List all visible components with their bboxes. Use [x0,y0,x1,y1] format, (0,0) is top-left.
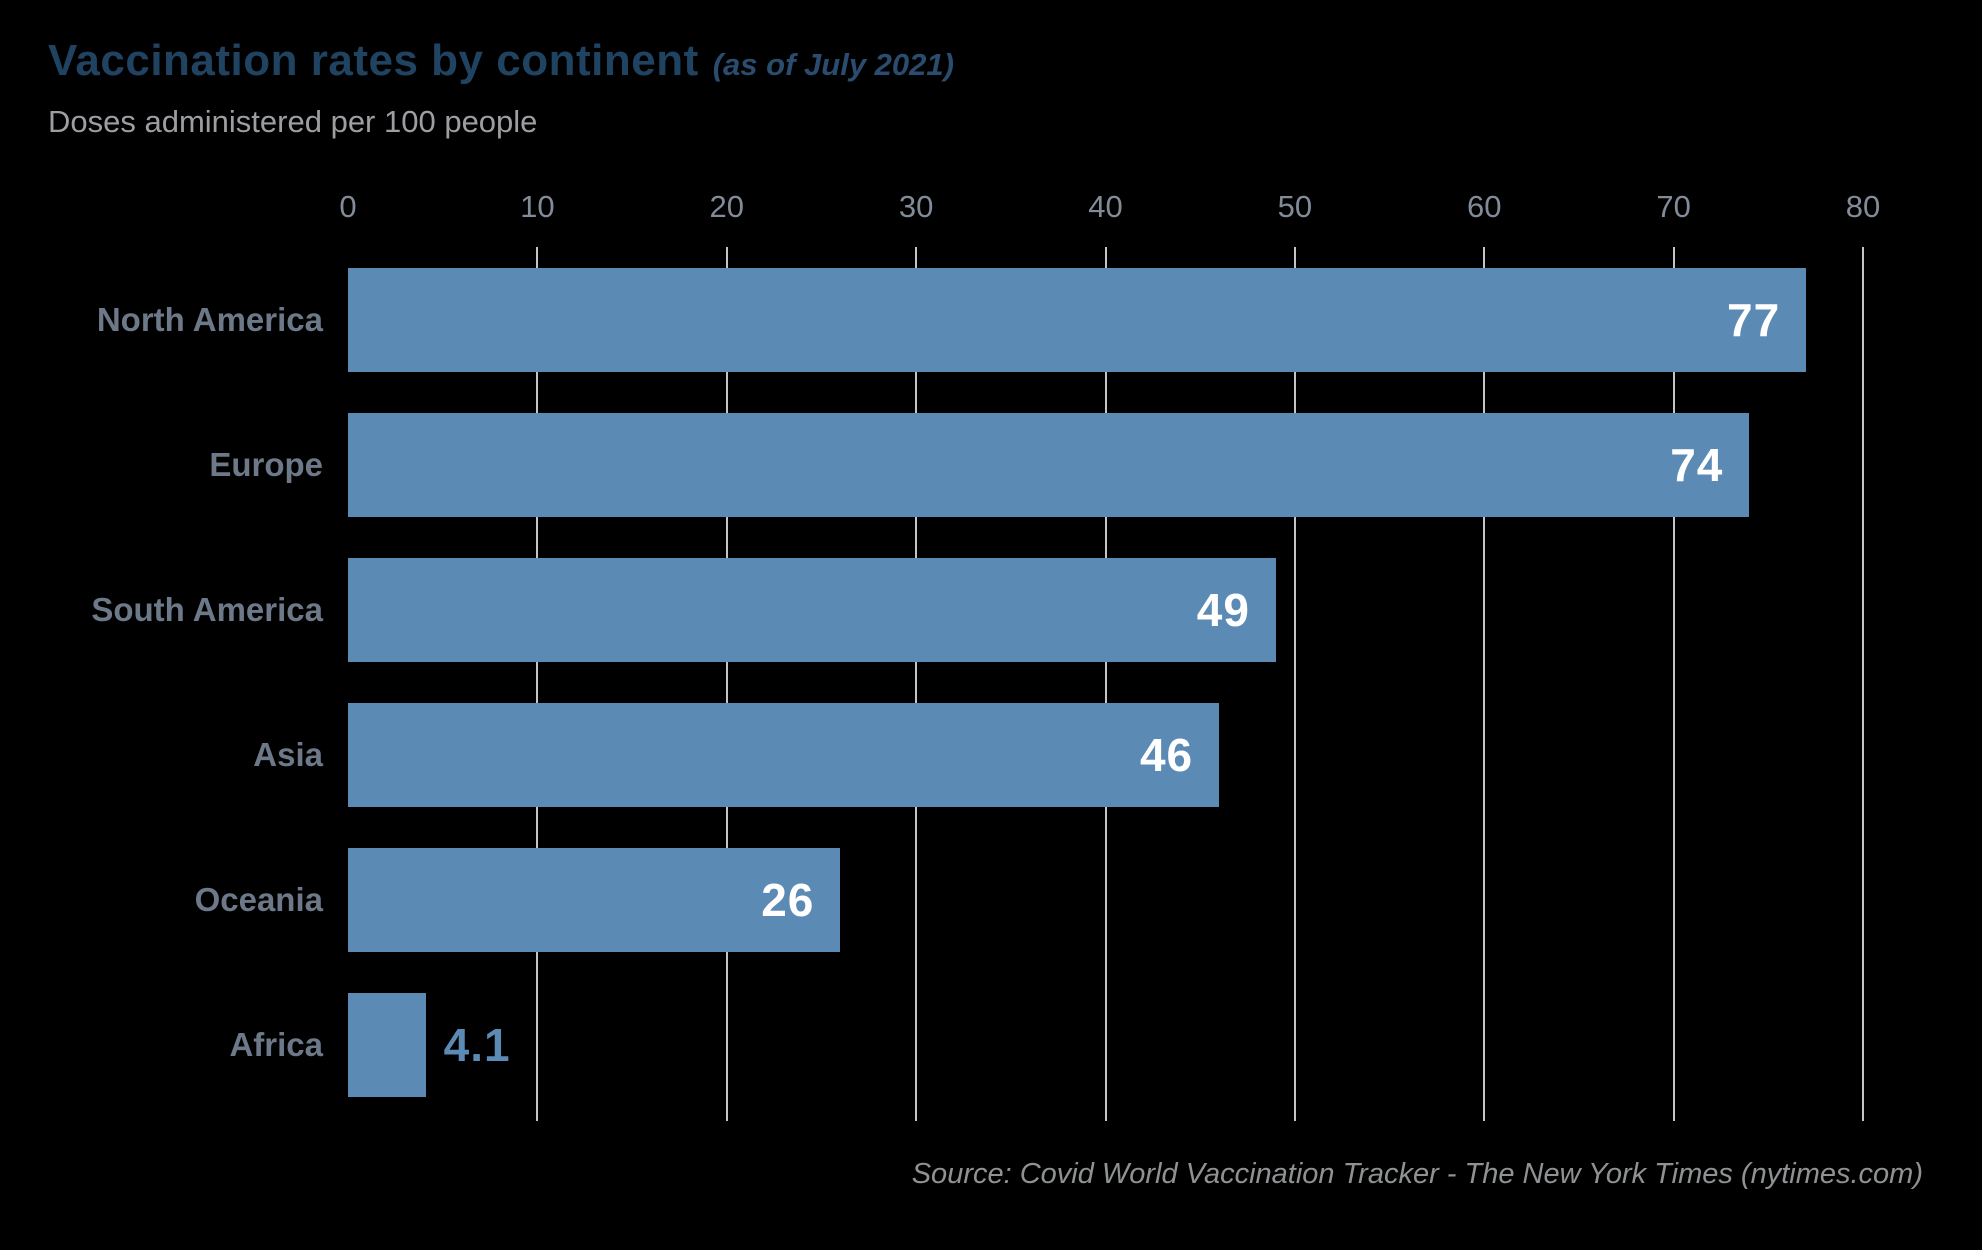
value-label-north-america: 77 [1727,294,1781,346]
category-label-north-america: North America [96,301,323,338]
chart-header: Vaccination rates by continent (as of Jul… [48,36,954,86]
bar-africa [348,993,426,1097]
bar-north-america: 77 [348,268,1807,372]
x-tick-label-40: 40 [1088,189,1123,224]
x-tick-label-0: 0 [339,189,357,224]
x-tick-label-10: 10 [520,189,555,224]
value-label-oceania: 26 [761,874,815,926]
value-label-asia: 46 [1139,729,1194,781]
bar-asia: 46 [348,703,1220,807]
value-label-south-america: 49 [1196,584,1250,636]
category-label-south-america: South America [91,591,323,628]
category-label-oceania: Oceania [194,881,323,918]
gridline-80 [1862,247,1864,1121]
bar-europe: 74 [348,413,1750,517]
gridline-50 [1293,247,1296,1121]
chart-title: Vaccination rates by continent [48,36,699,85]
gridline-60 [1483,247,1486,1121]
x-tick-label-80: 80 [1845,189,1881,224]
x-tick-label-30: 30 [898,189,934,224]
value-label-africa: 4.1 [443,1019,511,1071]
category-label-asia: Asia [253,736,323,773]
bar-south-america: 49 [348,558,1276,662]
value-label-europe: 74 [1670,439,1724,491]
chart-subtitle: Doses administered per 100 people [48,104,538,139]
gridline-20 [725,247,728,1121]
category-label-europe: Europe [209,446,323,483]
x-tick-label-70: 70 [1656,189,1691,224]
x-tick-label-50: 50 [1277,189,1313,224]
gridline-10 [536,247,539,1121]
x-tick-label-20: 20 [709,189,744,224]
source-credit: Source: Covid World Vaccination Tracker … [911,1158,1923,1190]
chart-title-date-note: (as of July 2021) [712,47,954,82]
gridline-70 [1672,247,1675,1121]
x-tick-label-60: 60 [1467,189,1502,224]
category-label-africa: Africa [229,1026,323,1063]
bar-oceania: 26 [348,848,841,952]
gridline-30 [915,247,918,1121]
gridline-40 [1104,247,1107,1121]
